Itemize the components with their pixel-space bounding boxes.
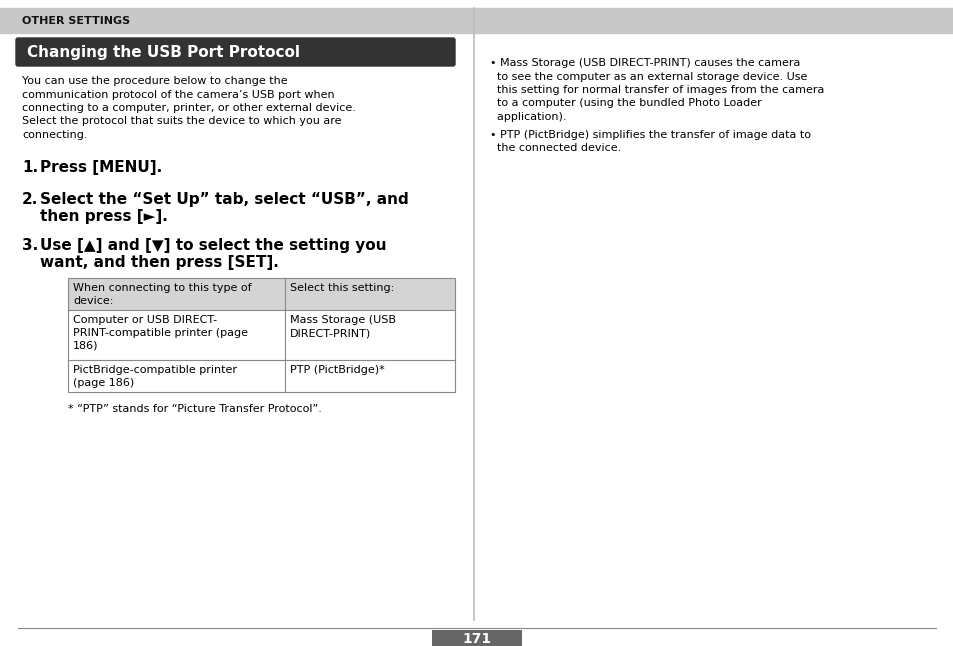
Text: Changing the USB Port Protocol: Changing the USB Port Protocol [27,45,299,61]
Text: (page 186): (page 186) [73,378,134,388]
Bar [68,278,455,310]
Text: then press [►].: then press [►]. [40,209,168,224]
Text: communication protocol of the camera’s USB port when: communication protocol of the camera’s U… [22,90,335,99]
Text: Press [MENU].: Press [MENU]. [40,160,162,175]
Text: PictBridge-compatible printer: PictBridge-compatible printer [73,365,236,375]
Text: DIRECT-PRINT): DIRECT-PRINT) [290,328,371,338]
Bar [432,630,521,646]
Text: Select the protocol that suits the device to which you are: Select the protocol that suits the devic… [22,116,341,127]
Bar [68,278,455,392]
Text: PRINT-compatible printer (page: PRINT-compatible printer (page [73,328,248,338]
Text: Use [▲] and [▼] to select the setting you: Use [▲] and [▼] to select the setting yo… [40,238,386,253]
Text: Select this setting:: Select this setting: [290,283,394,293]
Text: 186): 186) [73,341,98,351]
Text: Select the “Set Up” tab, select “USB”, and: Select the “Set Up” tab, select “USB”, a… [40,192,408,207]
Text: connecting to a computer, printer, or other external device.: connecting to a computer, printer, or ot… [22,103,355,113]
Text: You can use the procedure below to change the: You can use the procedure below to chang… [22,76,287,86]
Text: * “PTP” stands for “Picture Transfer Protocol”.: * “PTP” stands for “Picture Transfer Pro… [68,404,321,414]
Text: • Mass Storage (USB DIRECT-PRINT) causes the camera: • Mass Storage (USB DIRECT-PRINT) causes… [490,58,800,68]
Text: 1.: 1. [22,160,38,175]
Text: 2.: 2. [22,192,38,207]
Text: 3.: 3. [22,238,38,253]
Text: OTHER SETTINGS: OTHER SETTINGS [22,17,130,26]
Text: 171: 171 [462,632,491,646]
Text: connecting.: connecting. [22,130,88,140]
Text: • PTP (PictBridge) simplifies the transfer of image data to: • PTP (PictBridge) simplifies the transf… [490,129,810,140]
Text: want, and then press [SET].: want, and then press [SET]. [40,255,278,270]
Text: this setting for normal transfer of images from the camera: this setting for normal transfer of imag… [490,85,823,95]
Text: the connected device.: the connected device. [490,143,620,153]
Text: Computer or USB DIRECT-: Computer or USB DIRECT- [73,315,217,325]
Text: to see the computer as an external storage device. Use: to see the computer as an external stora… [490,72,806,81]
FancyBboxPatch shape [16,38,455,66]
Text: application).: application). [490,112,566,122]
Bar [0,8,953,33]
Text: to a computer (using the bundled Photo Loader: to a computer (using the bundled Photo L… [490,98,760,109]
Text: PTP (PictBridge)*: PTP (PictBridge)* [290,365,384,375]
Text: Mass Storage (USB: Mass Storage (USB [290,315,395,325]
Text: device:: device: [73,296,113,306]
Text: When connecting to this type of: When connecting to this type of [73,283,252,293]
